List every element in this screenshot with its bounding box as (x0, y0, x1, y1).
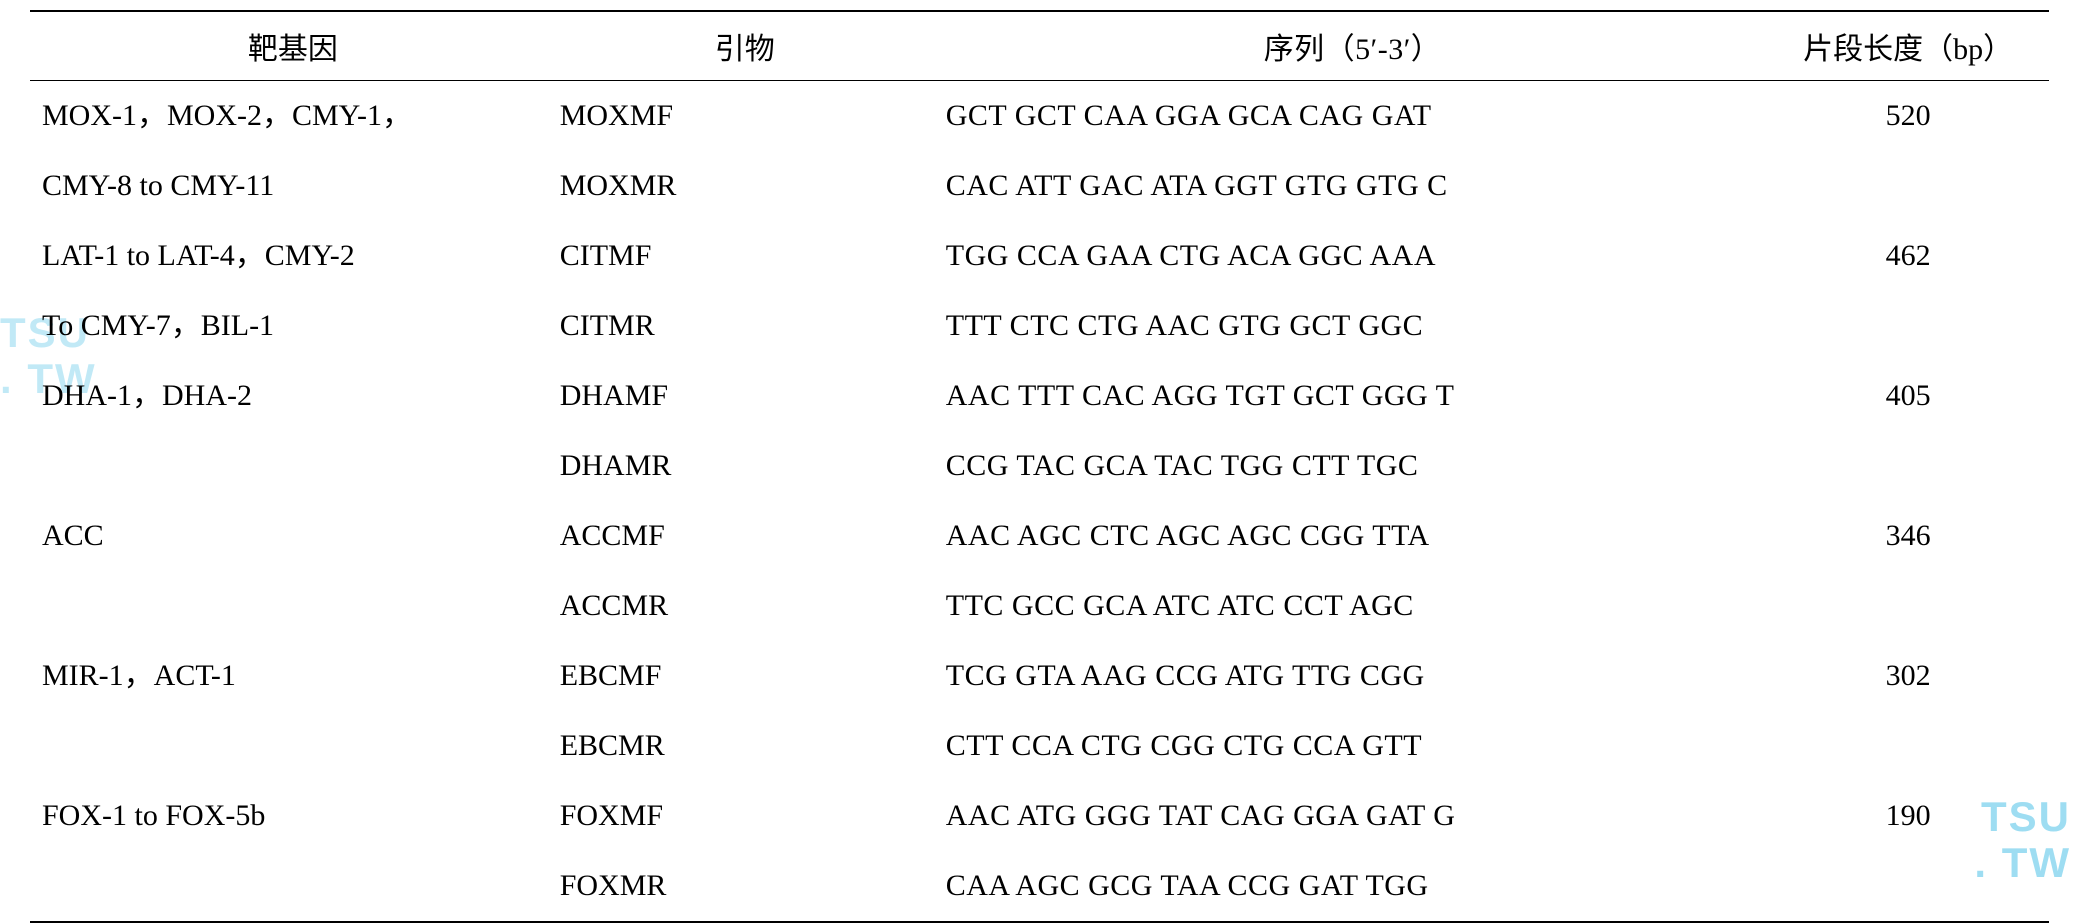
cell-sequence: CTT CCA CTG CGG CTG CCA GTT (938, 711, 1768, 781)
cell-primer: MOXMF (552, 81, 938, 152)
cell-length (1767, 151, 2049, 221)
cell-length (1767, 851, 2049, 922)
table-row: DHA-1，DHA-2 DHAMF AAC TTT CAC AGG TGT GC… (30, 361, 2049, 431)
cell-sequence: TCG GTA AAG CCG ATG TTG CGG (938, 641, 1768, 711)
cell-length: 190 (1767, 781, 2049, 851)
cell-primer: DHAMF (552, 361, 938, 431)
table-row: ACCMR TTC GCC GCA ATC ATC CCT AGC (30, 571, 2049, 641)
cell-primer: MOXMR (552, 151, 938, 221)
table-row: LAT-1 to LAT-4，CMY-2 CITMF TGG CCA GAA C… (30, 221, 2049, 291)
cell-target: LAT-1 to LAT-4，CMY-2 (30, 221, 552, 291)
header-length: 片段长度（bp） (1767, 11, 2049, 81)
table-row: DHAMR CCG TAC GCA TAC TGG CTT TGC (30, 431, 2049, 501)
cell-primer: FOXMF (552, 781, 938, 851)
cell-target (30, 851, 552, 922)
cell-sequence: AAC TTT CAC AGG TGT GCT GGG T (938, 361, 1768, 431)
cell-length: 462 (1767, 221, 2049, 291)
header-target: 靶基因 (30, 11, 552, 81)
cell-target (30, 431, 552, 501)
table-row: FOX-1 to FOX-5b FOXMF AAC ATG GGG TAT CA… (30, 781, 2049, 851)
cell-length (1767, 711, 2049, 781)
primer-table: 靶基因 引物 序列（5′-3′） 片段长度（bp） MOX-1，MOX-2，CM… (30, 10, 2049, 923)
cell-primer: EBCMR (552, 711, 938, 781)
table-row: MIR-1，ACT-1 EBCMF TCG GTA AAG CCG ATG TT… (30, 641, 2049, 711)
cell-sequence: CAA AGC GCG TAA CCG GAT TGG (938, 851, 1768, 922)
cell-sequence: CAC ATT GAC ATA GGT GTG GTG C (938, 151, 1768, 221)
cell-sequence: TGG CCA GAA CTG ACA GGC AAA (938, 221, 1768, 291)
cell-sequence: TTC GCC GCA ATC ATC CCT AGC (938, 571, 1768, 641)
table-body: MOX-1，MOX-2，CMY-1， MOXMF GCT GCT CAA GGA… (30, 81, 2049, 923)
cell-sequence: TTT CTC CTG AAC GTG GCT GGC (938, 291, 1768, 361)
cell-target: ACC (30, 501, 552, 571)
cell-sequence: GCT GCT CAA GGA GCA CAG GAT (938, 81, 1768, 152)
cell-length (1767, 431, 2049, 501)
table-row: FOXMR CAA AGC GCG TAA CCG GAT TGG (30, 851, 2049, 922)
cell-primer: ACCMF (552, 501, 938, 571)
cell-sequence: AAC AGC CTC AGC AGC CGG TTA (938, 501, 1768, 571)
cell-target: MIR-1，ACT-1 (30, 641, 552, 711)
header-sequence: 序列（5′-3′） (938, 11, 1768, 81)
cell-target (30, 571, 552, 641)
cell-target: To CMY-7，BIL-1 (30, 291, 552, 361)
table-row: CMY-8 to CMY-11 MOXMR CAC ATT GAC ATA GG… (30, 151, 2049, 221)
cell-length: 520 (1767, 81, 2049, 152)
cell-primer: EBCMF (552, 641, 938, 711)
header-primer: 引物 (552, 11, 938, 81)
cell-sequence: CCG TAC GCA TAC TGG CTT TGC (938, 431, 1768, 501)
cell-length: 302 (1767, 641, 2049, 711)
cell-primer: DHAMR (552, 431, 938, 501)
cell-sequence: AAC ATG GGG TAT CAG GGA GAT G (938, 781, 1768, 851)
table-wrap: 靶基因 引物 序列（5′-3′） 片段长度（bp） MOX-1，MOX-2，CM… (30, 10, 2049, 923)
cell-length: 346 (1767, 501, 2049, 571)
table-row: To CMY-7，BIL-1 CITMR TTT CTC CTG AAC GTG… (30, 291, 2049, 361)
cell-target: MOX-1，MOX-2，CMY-1， (30, 81, 552, 152)
cell-length (1767, 291, 2049, 361)
cell-primer: CITMF (552, 221, 938, 291)
cell-target: FOX-1 to FOX-5b (30, 781, 552, 851)
table-row: ACC ACCMF AAC AGC CTC AGC AGC CGG TTA 34… (30, 501, 2049, 571)
cell-target (30, 711, 552, 781)
cell-target: DHA-1，DHA-2 (30, 361, 552, 431)
cell-length: 405 (1767, 361, 2049, 431)
table-container: TSU . TW 靶基因 引物 序列（5′-3′） 片段长度（bp） MOX-1… (0, 0, 2079, 894)
cell-primer: FOXMR (552, 851, 938, 922)
cell-primer: CITMR (552, 291, 938, 361)
table-header-row: 靶基因 引物 序列（5′-3′） 片段长度（bp） (30, 11, 2049, 81)
cell-primer: ACCMR (552, 571, 938, 641)
cell-target: CMY-8 to CMY-11 (30, 151, 552, 221)
cell-length (1767, 571, 2049, 641)
table-row: MOX-1，MOX-2，CMY-1， MOXMF GCT GCT CAA GGA… (30, 81, 2049, 152)
table-row: EBCMR CTT CCA CTG CGG CTG CCA GTT (30, 711, 2049, 781)
